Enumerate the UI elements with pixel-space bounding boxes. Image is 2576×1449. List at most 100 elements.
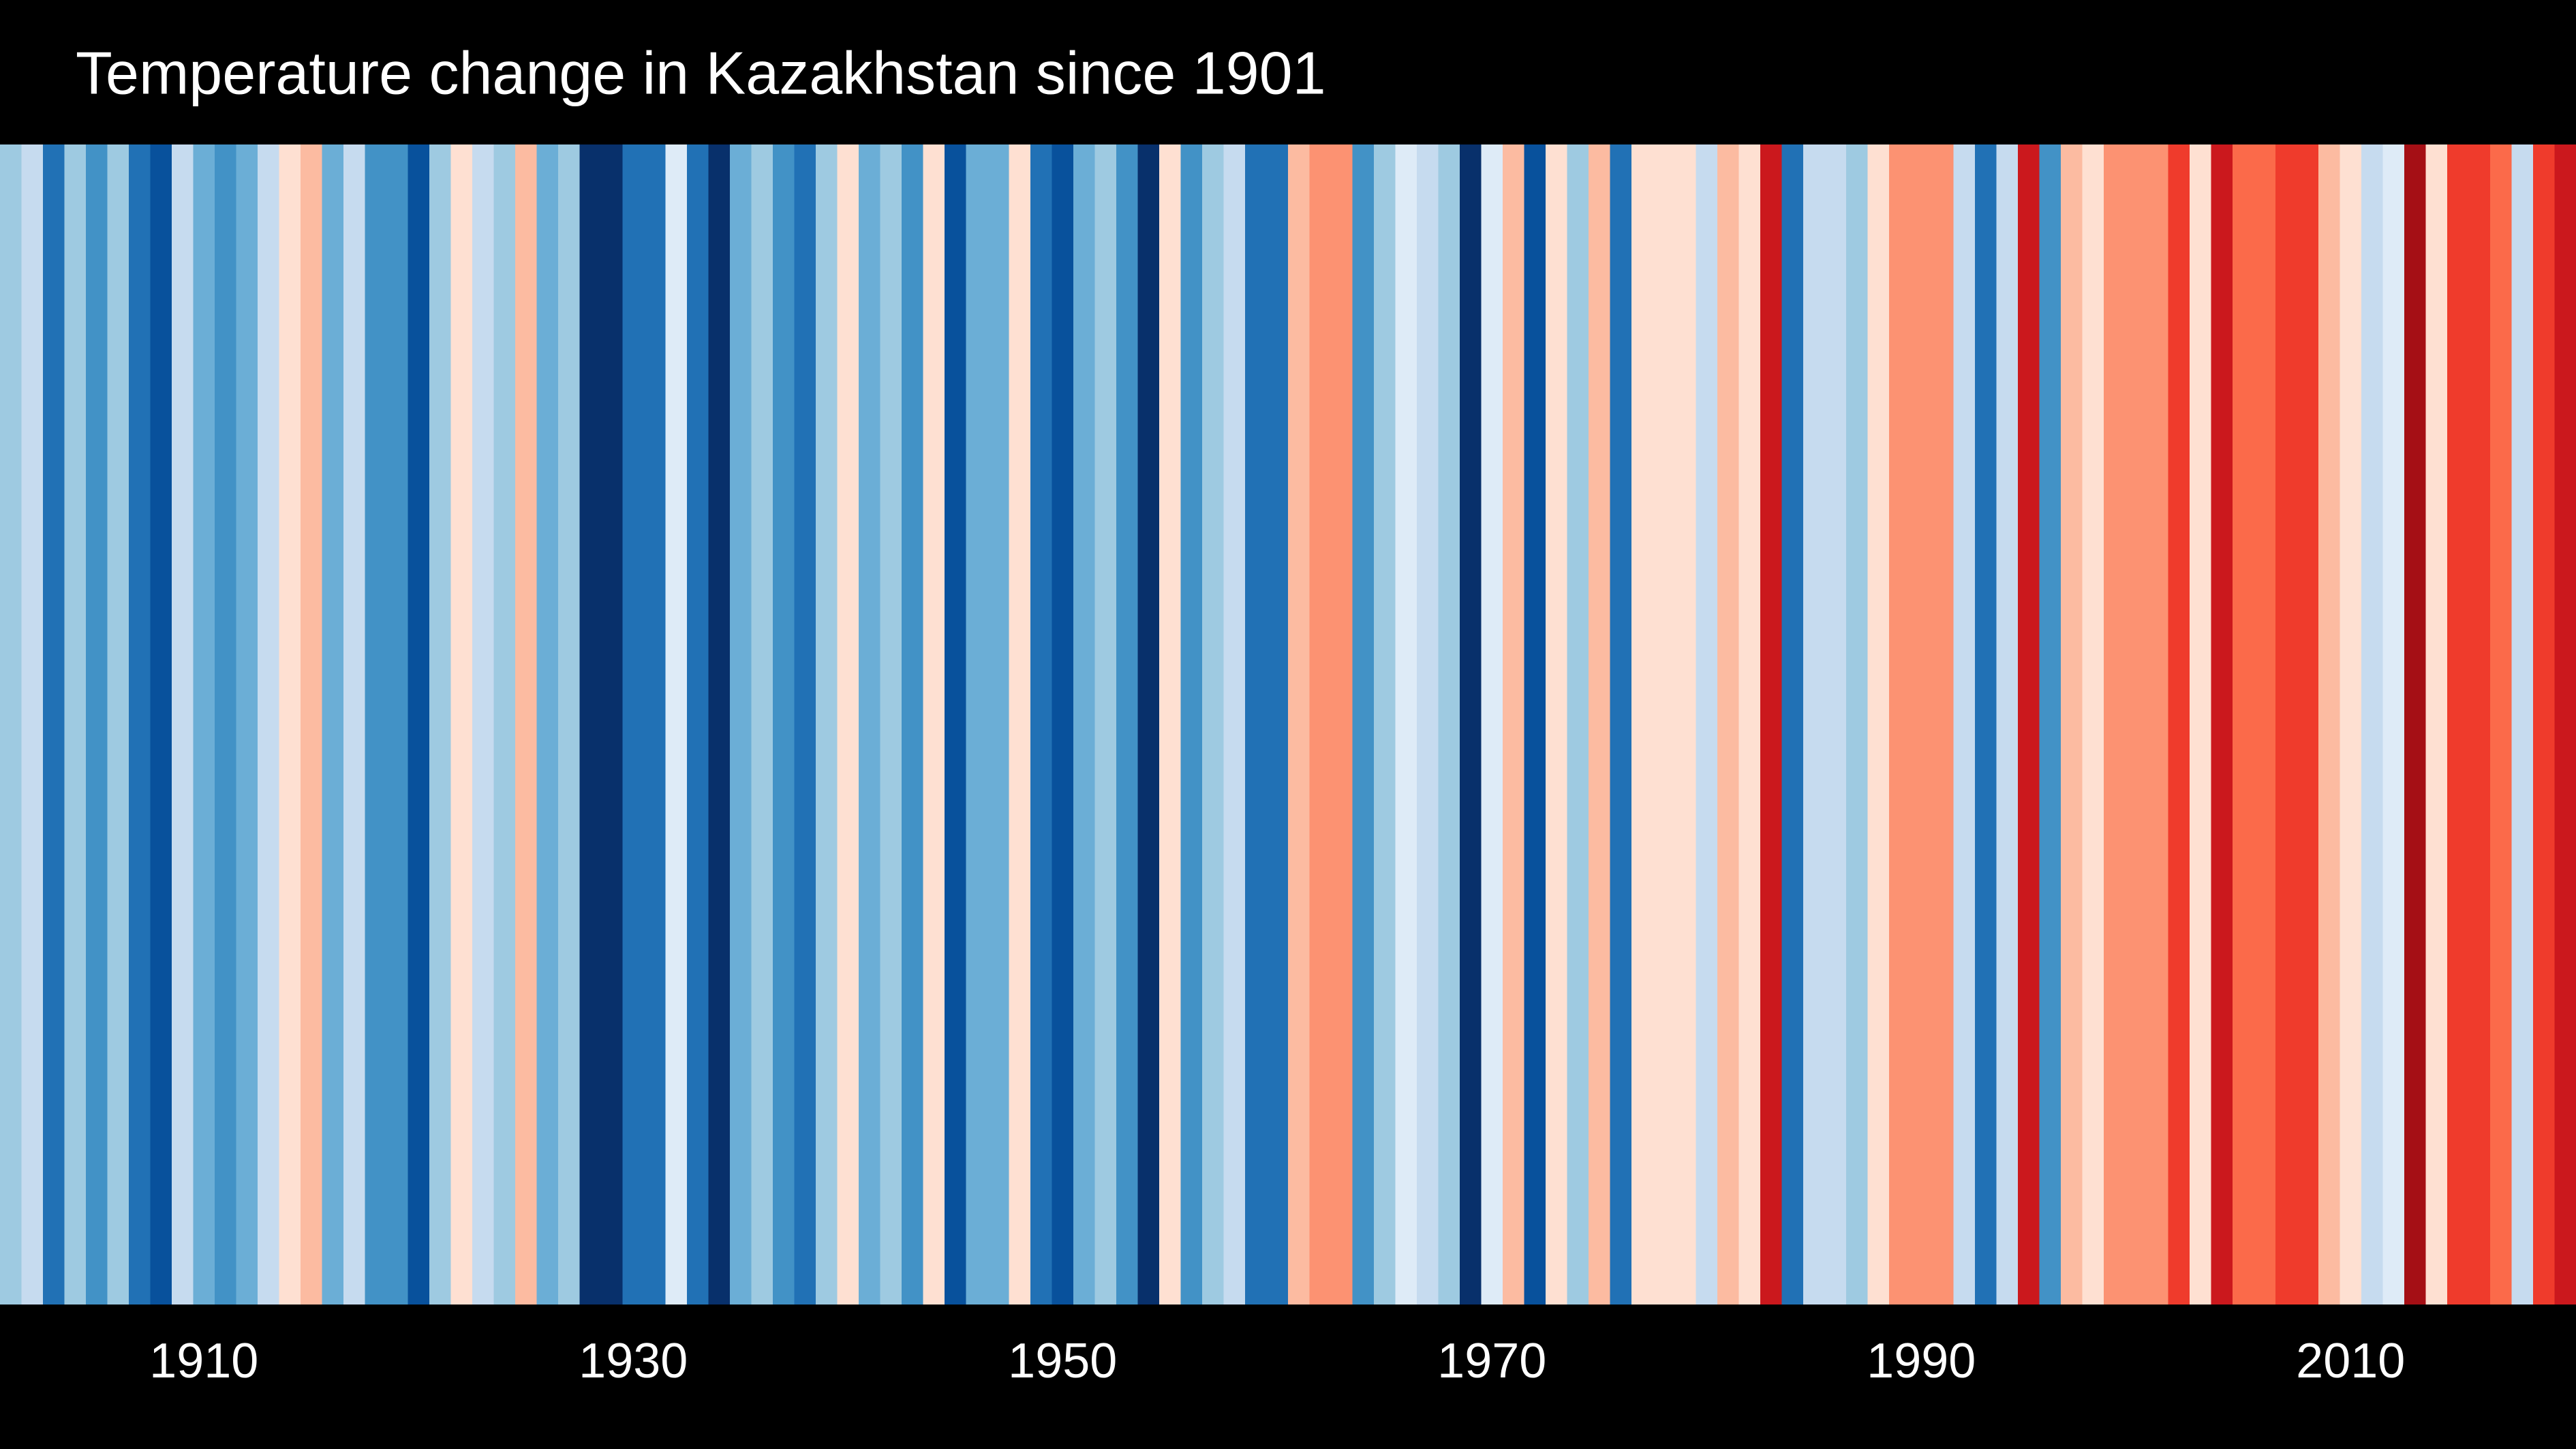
stripe: [1352, 144, 1375, 1305]
stripe: [2382, 144, 2405, 1305]
stripe: [1653, 144, 1675, 1305]
stripe: [902, 144, 924, 1305]
stripe: [2211, 144, 2233, 1305]
stripe: [1094, 144, 1117, 1305]
stripe: [301, 144, 323, 1305]
stripe: [773, 144, 795, 1305]
stripe: [2168, 144, 2190, 1305]
stripe: [2147, 144, 2169, 1305]
stripe: [1052, 144, 1074, 1305]
stripe: [107, 144, 129, 1305]
stripe: [2061, 144, 2083, 1305]
stripe: [2511, 144, 2534, 1305]
stripe: [2425, 144, 2448, 1305]
stripe: [2104, 144, 2126, 1305]
stripe: [2490, 144, 2513, 1305]
stripe: [1738, 144, 1761, 1305]
stripe: [21, 144, 44, 1305]
stripe: [215, 144, 237, 1305]
stripe: [1781, 144, 1804, 1305]
stripe: [708, 144, 731, 1305]
stripe: [945, 144, 967, 1305]
stripe: [1374, 144, 1396, 1305]
stripe: [322, 144, 344, 1305]
stripe: [1137, 144, 1160, 1305]
stripe: [816, 144, 838, 1305]
stripe: [1266, 144, 1289, 1305]
stripe: [794, 144, 816, 1305]
x-tick-label: 2010: [2296, 1334, 2405, 1388]
stripe: [2361, 144, 2384, 1305]
stripe: [923, 144, 945, 1305]
x-tick-label: 1970: [1437, 1334, 1546, 1388]
stripe: [2018, 144, 2040, 1305]
stripe: [859, 144, 881, 1305]
stripe: [730, 144, 752, 1305]
stripe: [1180, 144, 1203, 1305]
stripe: [193, 144, 215, 1305]
stripe: [1524, 144, 1546, 1305]
stripe: [1610, 144, 1632, 1305]
stripe: [2468, 144, 2491, 1305]
stripe: [86, 144, 108, 1305]
stripe: [129, 144, 151, 1305]
stripe: [0, 144, 22, 1305]
stripe: [1932, 144, 1954, 1305]
stripe: [1116, 144, 1139, 1305]
stripe: [665, 144, 688, 1305]
stripe: [408, 144, 430, 1305]
stripe: [2275, 144, 2298, 1305]
stripe: [1417, 144, 1439, 1305]
stripe: [2039, 144, 2061, 1305]
stripe: [1438, 144, 1460, 1305]
stripe: [1760, 144, 1783, 1305]
stripe: [258, 144, 280, 1305]
stripe: [64, 144, 87, 1305]
stripe: [1503, 144, 1525, 1305]
stripe: [43, 144, 65, 1305]
stripe: [1824, 144, 1847, 1305]
stripe: [1331, 144, 1353, 1305]
stripe: [1395, 144, 1417, 1305]
stripe: [1803, 144, 1826, 1305]
stripe: [2125, 144, 2147, 1305]
x-tick-label: 1990: [1867, 1334, 1976, 1388]
stripe: [837, 144, 859, 1305]
stripe: [2554, 144, 2576, 1305]
stripe: [622, 144, 645, 1305]
stripe: [687, 144, 709, 1305]
stripe: [2340, 144, 2362, 1305]
stripe: [2233, 144, 2255, 1305]
stripe: [2404, 144, 2427, 1305]
stripe: [2082, 144, 2104, 1305]
stripe: [150, 144, 172, 1305]
stripe: [1159, 144, 1182, 1305]
stripe: [1030, 144, 1053, 1305]
stripe: [1889, 144, 1912, 1305]
stripe: [1202, 144, 1225, 1305]
stripe: [1953, 144, 1976, 1305]
stripe: [493, 144, 516, 1305]
chart-title: Temperature change in Kazakhstan since 1…: [76, 39, 1326, 106]
stripe: [1567, 144, 1589, 1305]
stripe: [1589, 144, 1611, 1305]
stripe: [2254, 144, 2276, 1305]
stripe: [1996, 144, 2019, 1305]
stripe: [2533, 144, 2556, 1305]
stripe: [172, 144, 194, 1305]
stripe: [2190, 144, 2212, 1305]
stripe: [644, 144, 666, 1305]
stripe: [1460, 144, 1482, 1305]
stripe: [1696, 144, 1718, 1305]
stripe: [1288, 144, 1310, 1305]
stripe: [1674, 144, 1697, 1305]
stripe: [365, 144, 387, 1305]
stripe: [1910, 144, 1933, 1305]
stripe: [2447, 144, 2470, 1305]
stripe: [536, 144, 559, 1305]
x-tick-label: 1910: [149, 1334, 258, 1388]
stripe: [1009, 144, 1031, 1305]
stripe: [2297, 144, 2319, 1305]
